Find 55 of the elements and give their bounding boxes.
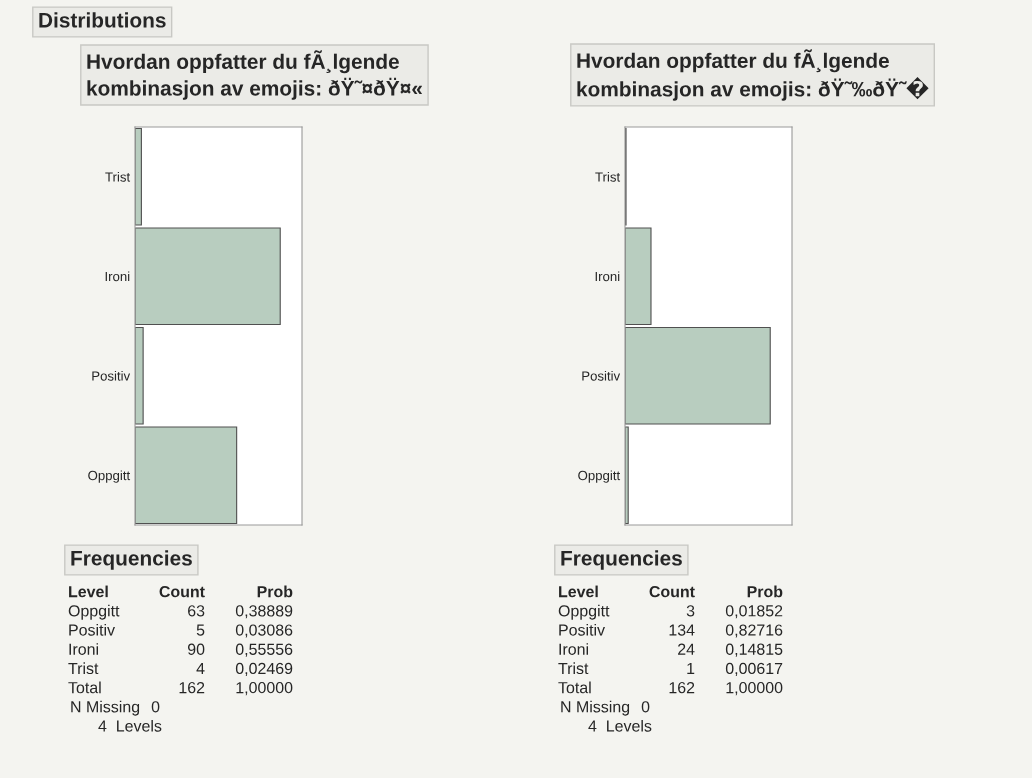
text: Count [159,585,205,598]
text: Ironi [559,643,588,655]
text: 1,00000 [236,681,293,696]
text: 0 [151,701,160,713]
text: Frequencies [561,550,682,570]
text: Distributions [39,12,166,28]
text: Positiv [559,623,605,636]
text: 24 [678,643,695,655]
y-tick-label: Oppgitt [88,470,131,483]
text: 4 Levels [98,719,162,732]
y-tick-label: Trist [595,171,621,182]
text: 4 Levels [588,719,652,732]
text: Trist [68,662,99,675]
chart-title: Hvordan oppfatter du fÃ¸lgende kombinasjon av emojis: ðŸ˜‰ðŸ˜� [577,49,929,101]
text: 0,38889 [235,605,293,619]
text: Prob [257,585,293,598]
text: N Missing [561,700,630,716]
text: Oppgitt [558,604,610,620]
text: Total [558,681,591,694]
text: Ironi [69,643,98,655]
text: Prob [747,585,783,598]
y-tick-label: Ironi [105,271,130,282]
chart-title: Hvordan oppfatter du fÃ¸lgende kombinasjon av emojis: ðŸ˜¤ðŸ¤« [87,50,422,100]
y-tick-label: Positiv [582,370,621,381]
text: 0,14815 [725,643,783,657]
text: 162 [669,681,695,694]
text: Frequencies [71,550,192,570]
text: 1 [687,662,695,674]
y-tick-label: Positiv [92,370,131,381]
text: 1,00000 [726,681,783,696]
text: 3 [686,605,695,617]
text: 0,01852 [725,605,783,619]
text: 0,03086 [235,624,293,638]
text: 63 [188,605,205,617]
text: 0,55556 [235,643,293,657]
text: N Missing [71,700,140,716]
text: 5 [196,624,205,636]
y-tick-label: Oppgitt [578,470,621,483]
text: Total [68,681,101,694]
text: 4 [196,662,205,674]
text: Level [69,585,108,598]
text: 0,02469 [235,662,293,676]
text: Positiv [69,623,115,636]
text: Trist [558,662,589,675]
y-tick-label: Ironi [595,271,620,282]
text: 134 [669,624,695,636]
y-tick-label: Trist [105,171,131,182]
text: Level [559,585,598,598]
text: 0,00617 [725,662,783,676]
text: 162 [179,681,205,694]
text: 90 [187,643,205,655]
text: 0,82716 [725,624,783,638]
text: 0 [641,701,650,713]
text: Oppgitt [68,604,120,620]
text: Count [649,585,695,598]
